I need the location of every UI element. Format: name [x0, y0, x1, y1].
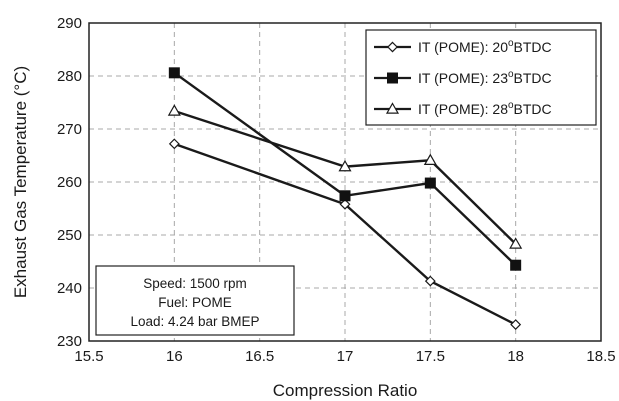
x-axis-title: Compression Ratio [273, 381, 418, 400]
series-line [173, 71, 517, 267]
x-tick-label: 15.5 [74, 348, 103, 365]
legend-label: IT (POME): 23oBTDC [418, 69, 552, 86]
y-tick-label: 290 [57, 15, 82, 32]
y-tick-label: 230 [57, 333, 82, 350]
x-tick-label: 17 [337, 348, 354, 365]
legend-label: IT (POME): 28oBTDC [418, 100, 552, 117]
data-point-square [510, 259, 522, 271]
data-point-triangle [423, 153, 437, 165]
legend-label: IT (POME): 20oBTDC [418, 38, 552, 55]
series-group [167, 67, 523, 331]
series-3 [167, 104, 523, 249]
data-point-square [387, 72, 398, 84]
conditions-box: Speed: 1500 rpm Fuel: POME Load: 4.24 ba… [95, 265, 295, 336]
x-tick-labels: 15.5 16 16.5 17 17.5 18 18.5 [74, 348, 615, 365]
y-tick-label: 250 [57, 227, 82, 244]
conditions-frame [95, 265, 295, 336]
data-point-diamond [168, 138, 180, 150]
series-line [173, 142, 517, 326]
conditions-load: Load: 4.24 bar BMEP [130, 314, 259, 329]
data-point-triangle [509, 237, 523, 249]
grid-lines [89, 23, 601, 341]
y-axis-title: Exhaust Gas Temperature (°C) [11, 66, 30, 298]
y-tick-label: 240 [57, 280, 82, 297]
plot-frame [88, 22, 602, 342]
y-tick-label: 270 [57, 121, 82, 138]
data-point-triangle [167, 104, 181, 116]
x-tick-label: 18 [507, 348, 524, 365]
legend-item: IT (POME): 28oBTDC [374, 100, 552, 117]
y-tick-label: 280 [57, 68, 82, 85]
data-point-square [339, 190, 351, 202]
y-tick-labels: 230 240 250 260 270 280 290 [57, 15, 82, 350]
data-point-triangle [338, 159, 352, 172]
conditions-speed: Speed: 1500 rpm [143, 276, 247, 291]
series-line [173, 109, 517, 245]
data-point-diamond [510, 319, 522, 331]
series-2 [168, 67, 522, 271]
legend-item: IT (POME): 23oBTDC [374, 69, 552, 86]
series-1 [168, 138, 522, 331]
data-point-square [168, 67, 180, 79]
data-point-diamond [339, 198, 351, 210]
data-point-square [424, 177, 436, 189]
legend: IT (POME): 20oBTDC IT (POME): 23oBTDC IT (… [365, 29, 597, 126]
x-tick-label: 16.5 [245, 348, 274, 365]
x-tick-label: 17.5 [416, 348, 445, 365]
x-tick-label: 18.5 [586, 348, 615, 365]
legend-item: IT (POME): 20oBTDC [374, 38, 552, 55]
conditions-fuel: Fuel: POME [158, 295, 232, 310]
y-tick-label: 260 [57, 174, 82, 191]
x-tick-label: 16 [166, 348, 183, 365]
data-point-triangle [385, 102, 400, 114]
data-point-diamond [387, 41, 398, 53]
data-point-diamond [424, 275, 436, 287]
